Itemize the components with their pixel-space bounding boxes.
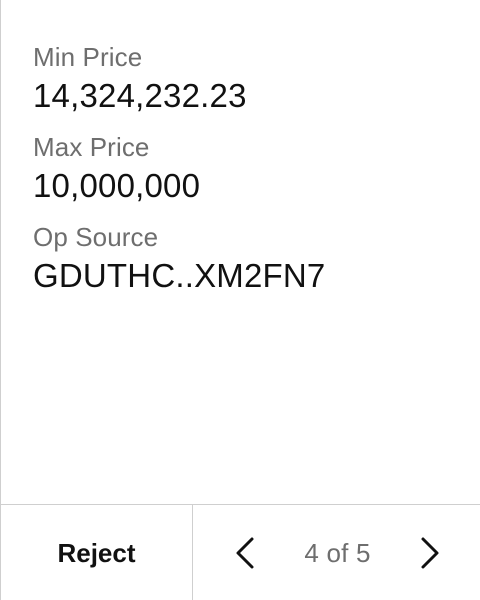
min-price-label: Min Price bbox=[33, 42, 143, 72]
max-price-field: Max Price 10,000,000 bbox=[33, 130, 480, 206]
max-price-value: 10,000,000 bbox=[33, 167, 201, 204]
details-list: Min Price 14,324,232.23 Max Price 10,000… bbox=[33, 40, 480, 310]
footer-bar: Reject 4 of 5 bbox=[1, 504, 480, 600]
pager: 4 of 5 bbox=[193, 505, 480, 600]
op-source-value: GDUTHC..XM2FN7 bbox=[33, 257, 326, 294]
page-indicator: 4 of 5 bbox=[304, 537, 371, 568]
min-price-field: Min Price 14,324,232.23 bbox=[33, 40, 480, 116]
chevron-right-icon[interactable] bbox=[416, 535, 444, 571]
chevron-left-icon[interactable] bbox=[231, 535, 259, 571]
op-source-field: Op Source GDUTHC..XM2FN7 bbox=[33, 220, 480, 296]
reject-button[interactable]: Reject bbox=[57, 537, 136, 568]
max-price-label: Max Price bbox=[33, 132, 150, 162]
min-price-value: 14,324,232.23 bbox=[33, 77, 247, 114]
reject-cell: Reject bbox=[1, 505, 193, 600]
op-source-label: Op Source bbox=[33, 222, 159, 252]
